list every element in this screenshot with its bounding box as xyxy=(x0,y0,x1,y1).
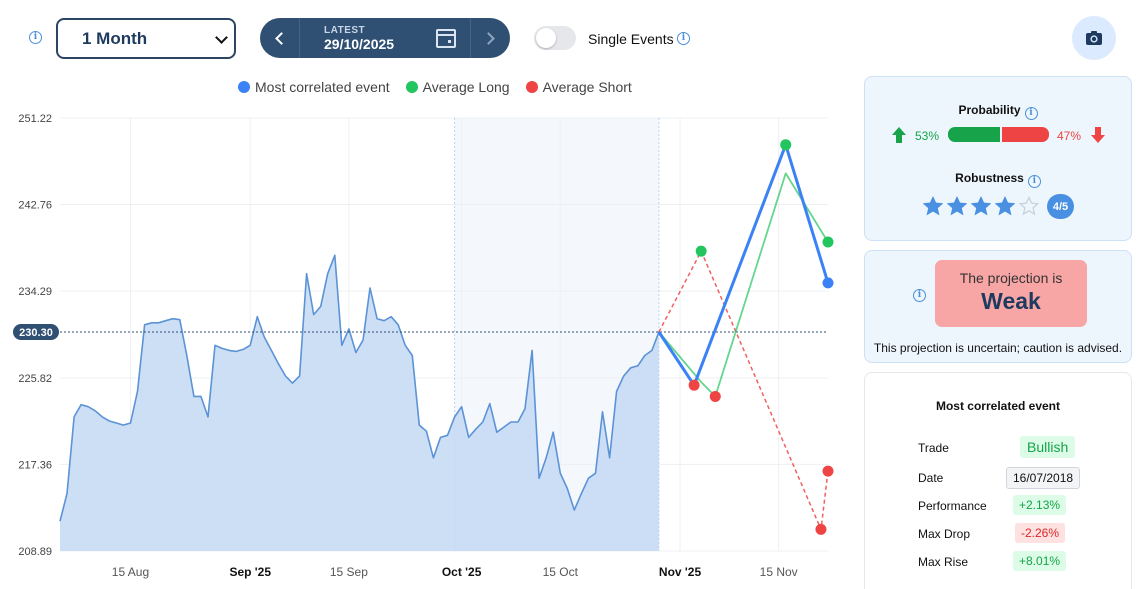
legend-swatch xyxy=(405,81,418,93)
robustness-title-text: Robustness xyxy=(955,171,1024,185)
robustness-info-icon[interactable]: i xyxy=(1027,175,1041,188)
current-value-label: 230.30 xyxy=(19,327,53,339)
probability-bar xyxy=(948,127,1049,142)
x-tick-label: Sep '25 xyxy=(229,565,271,579)
y-tick-label: 242.76 xyxy=(18,200,52,212)
period-info-icon[interactable]: i xyxy=(29,31,42,44)
event-title: Most correlated event xyxy=(935,399,1061,413)
event-trade-value: Bullish xyxy=(1020,436,1076,458)
robustness-badge: 4/5 xyxy=(1047,194,1074,219)
star-filled-icon xyxy=(947,196,967,216)
marker-average-short xyxy=(709,390,721,402)
camera-icon xyxy=(1086,31,1102,45)
legend-label: Average Short xyxy=(542,79,632,95)
screenshot-button[interactable] xyxy=(1072,16,1116,60)
marker-average-short xyxy=(688,379,700,391)
single-events-info-icon[interactable]: i xyxy=(677,32,690,45)
y-tick-label: 208.89 xyxy=(18,546,52,558)
probability-bar-bear xyxy=(1002,127,1049,142)
event-row-label: Date xyxy=(918,471,944,485)
star-empty-icon xyxy=(1019,196,1039,216)
correlated-event-panel: Most correlated event Trade Bullish Date… xyxy=(864,372,1132,589)
legend-label: Most correlated event xyxy=(255,79,390,95)
single-events-label: Single Events xyxy=(588,31,674,47)
robustness-title: Robustness i xyxy=(865,171,1131,188)
event-row-label: Performance xyxy=(918,499,987,513)
chevron-right-icon xyxy=(482,31,495,45)
y-tick-label: 225.82 xyxy=(18,373,52,385)
projection-line-average-long xyxy=(658,172,829,398)
robustness-stars xyxy=(923,196,1039,216)
projection-line-most-correlated-event xyxy=(657,143,830,387)
y-tick-label: 217.36 xyxy=(18,459,52,471)
x-tick-label: 15 Sep xyxy=(330,565,368,579)
marker-average-long xyxy=(695,245,707,257)
x-tick-label: Nov '25 xyxy=(659,565,702,579)
probability-title-text: Probability xyxy=(958,103,1021,117)
projection-panel: i The projection is Weak This projection… xyxy=(864,250,1132,363)
bear-probability: 47% xyxy=(1057,129,1082,143)
arrow-up-icon xyxy=(892,127,906,143)
x-tick-label: 15 Oct xyxy=(543,565,579,579)
probability-title: Probability i xyxy=(865,103,1131,120)
projection-strength: Weak xyxy=(981,288,1041,314)
chevron-down-icon xyxy=(215,31,228,44)
probability-bar-bull xyxy=(948,127,1001,142)
current-value-badge xyxy=(13,323,59,340)
date-label: LATEST xyxy=(324,24,366,36)
legend-item-most-correlated[interactable]: Most correlated event xyxy=(238,79,390,95)
probability-info-icon[interactable]: i xyxy=(1024,107,1038,120)
event-row-label: Max Drop xyxy=(918,527,971,541)
toggle-knob xyxy=(536,28,556,48)
legend-swatch xyxy=(238,81,250,93)
x-tick-label: Oct '25 xyxy=(442,565,482,579)
legend-label: Average Long xyxy=(422,79,510,95)
bull-probability: 53% xyxy=(915,129,940,143)
x-tick-label: 15 Aug xyxy=(112,565,149,579)
price-line xyxy=(59,254,660,522)
y-tick-label: 234.29 xyxy=(18,286,52,298)
arrow-down-icon xyxy=(1091,127,1105,143)
projection-caption: The projection is xyxy=(959,270,1063,286)
marker-average-long xyxy=(780,139,792,151)
marker-average-long xyxy=(822,236,834,248)
legend-item-average-long[interactable]: Average Long xyxy=(405,79,510,95)
price-chart[interactable]: 251.22 242.76 234.29 225.82 217.36 208.89 15 A… xyxy=(0,100,850,589)
event-row-label: Trade xyxy=(918,441,949,455)
legend-item-average-short[interactable]: Average Short xyxy=(525,79,632,95)
single-events-toggle[interactable] xyxy=(534,26,576,50)
period-select-value: 1 Month xyxy=(82,28,148,48)
event-performance-value: +2.13% xyxy=(1013,495,1067,515)
calendar-icon[interactable] xyxy=(436,28,457,48)
event-date-value: 16/07/2018 xyxy=(1006,467,1081,489)
period-select[interactable]: 1 Month xyxy=(56,18,236,59)
star-filled-icon xyxy=(995,196,1015,216)
x-tick-label: 15 Nov xyxy=(760,565,798,579)
date-display: LATEST 29/10/2025 xyxy=(324,25,394,52)
legend-swatch xyxy=(525,81,538,93)
marker-average-short xyxy=(815,523,827,535)
date-value: 29/10/2025 xyxy=(324,35,395,52)
marker-most-correlated-event xyxy=(822,277,834,289)
projection-strength-box: The projection is Weak xyxy=(935,260,1087,327)
star-filled-icon xyxy=(971,196,991,216)
marker-average-short xyxy=(822,465,834,477)
event-max-rise-value: +8.01% xyxy=(1013,551,1067,571)
date-navigator: LATEST 29/10/2025 xyxy=(260,18,510,58)
price-area xyxy=(60,255,659,552)
y-tick-label: 251.22 xyxy=(18,113,52,125)
next-date-button[interactable] xyxy=(470,18,510,58)
projection-note: This projection is uncertain; caution is… xyxy=(873,341,1123,355)
chart-legend: Most correlated event Average Long Avera… xyxy=(238,79,632,95)
probability-panel: Probability i 53% 47% Robustness i 4/5 xyxy=(864,76,1132,241)
prev-date-button[interactable] xyxy=(260,18,300,58)
event-row-label: Max Rise xyxy=(918,555,969,569)
projection-line-average-short xyxy=(658,250,829,531)
event-max-drop-value: -2.26% xyxy=(1015,523,1066,543)
star-filled-icon xyxy=(923,196,943,216)
chevron-left-icon xyxy=(275,31,288,45)
projection-info-icon[interactable]: i xyxy=(913,289,926,302)
